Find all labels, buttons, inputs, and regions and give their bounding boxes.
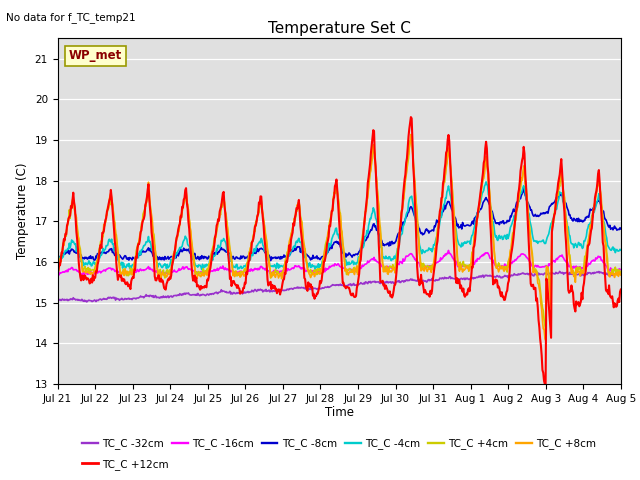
Text: No data for f_TC_temp21: No data for f_TC_temp21: [6, 12, 136, 23]
Title: Temperature Set C: Temperature Set C: [268, 21, 411, 36]
X-axis label: Time: Time: [324, 407, 354, 420]
Y-axis label: Temperature (C): Temperature (C): [16, 163, 29, 260]
Legend: TC_C +12cm: TC_C +12cm: [78, 455, 173, 474]
Text: WP_met: WP_met: [69, 49, 122, 62]
